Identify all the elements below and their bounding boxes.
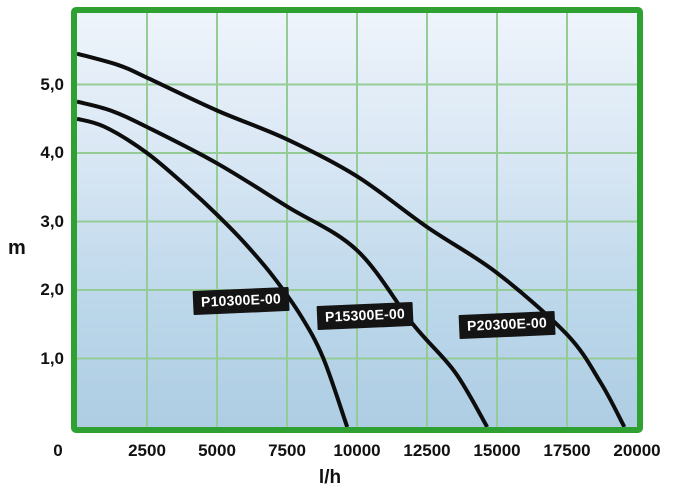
y-tick-label: 2,0 [40,280,64,299]
x-tick-label: 7500 [268,441,306,460]
x-tick-label: 10000 [333,441,381,460]
curve-label-P20300E-00: P20300E-00 [458,310,556,340]
x-tick-label: 0 [53,441,63,460]
y-tick-label: 4,0 [40,143,64,162]
curve-label-P10300E-00: P10300E-00 [192,286,290,316]
y-tick-label: 5,0 [40,74,64,94]
curve-P20300E-00 [77,51,627,427]
y-axis-unit-label: m [8,237,26,259]
y-tick-label: 3,0 [40,211,64,231]
curves-svg [77,13,637,427]
curve-P10300E-00 [77,116,350,427]
x-tick-label: 5000 [198,441,236,460]
y-tick-label: 1,0 [40,348,64,368]
x-tick-label: 15000 [473,441,521,460]
x-tick-label: 17500 [543,441,591,460]
x-tick-label: 20000 [613,441,661,460]
plot-area: P10300E-00 P15300E-00 P20300E-00 [71,7,643,433]
curve-P15300E-00 [77,99,489,427]
x-axis-unit-label: l/h [318,467,342,488]
x-tick-label: 2500 [128,441,166,460]
x-tick-label: 12500 [403,441,451,460]
curve-label-P15300E-00: P15300E-00 [316,301,414,331]
